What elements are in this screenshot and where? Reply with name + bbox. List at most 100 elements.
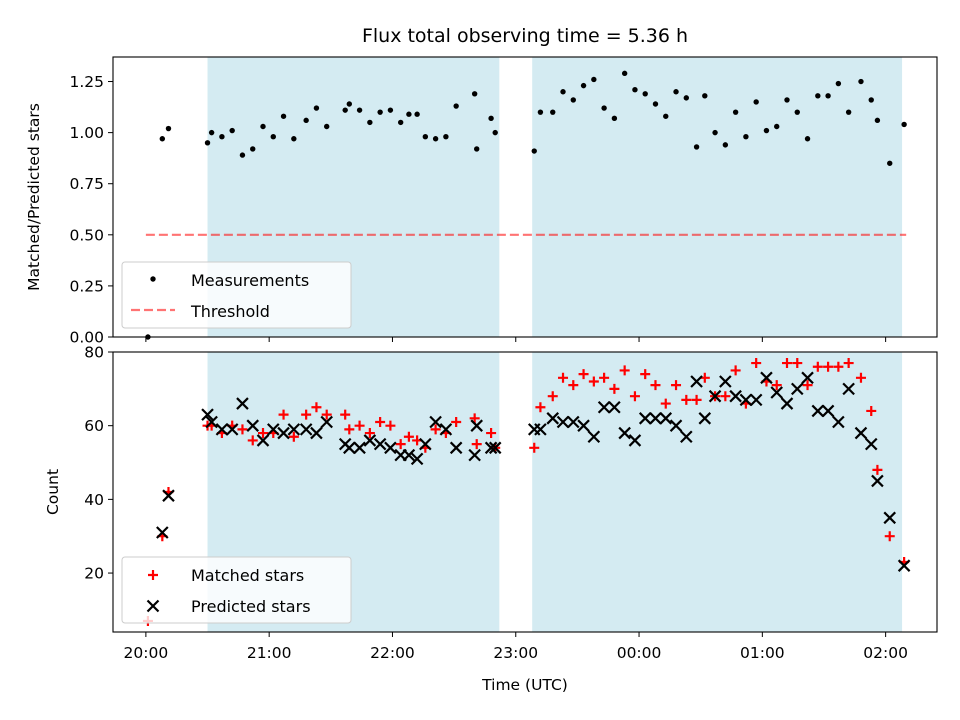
predicted-star-point (384, 441, 397, 455)
predicted-star-point (729, 389, 742, 403)
measurement-point (422, 134, 429, 140)
measurement-point (774, 123, 780, 130)
predicted-star-point (546, 412, 560, 425)
measurement-point (229, 127, 235, 134)
matched-star-point (558, 372, 569, 383)
y-axis-label: Matched/Predicted stars (25, 103, 43, 291)
measurement-point (601, 105, 607, 111)
matched-star-point (681, 394, 692, 405)
measurement-point (591, 76, 597, 83)
y-tick-label: 20 (84, 565, 104, 583)
matched-star-point (751, 358, 762, 369)
y-tick-label: 60 (84, 417, 104, 435)
predicted-star-point (628, 434, 642, 447)
predicted-star-point (468, 448, 481, 462)
predicted-star-point (871, 474, 884, 488)
predicted-star-point (638, 412, 652, 425)
x-axis-label: Time (UTC) (481, 676, 568, 694)
measurement-point (342, 107, 348, 113)
matched-star-point (771, 380, 782, 391)
measurement-point (313, 105, 320, 111)
measurement-point (621, 70, 628, 77)
measurement-point (743, 134, 749, 140)
measurement-point (387, 107, 394, 113)
measurement-point (356, 107, 363, 113)
matched-star-point (469, 413, 480, 424)
measurement-point (732, 109, 739, 115)
matched-star-point (375, 417, 386, 427)
matched-star-point (278, 409, 289, 420)
matched-star-point (258, 428, 269, 439)
measurement-point (642, 91, 648, 97)
matched-star-point (629, 391, 640, 402)
predicted-star-point (236, 397, 249, 410)
measurement-point (663, 113, 669, 119)
matched-star-point (640, 369, 651, 380)
matched-star-point (691, 394, 702, 405)
matched-star-point (288, 431, 299, 442)
measurement-point (815, 93, 821, 99)
predicted-star-point (577, 419, 590, 432)
predicted-star-point (608, 400, 621, 414)
predicted-star-point (821, 404, 835, 418)
predicted-star-point (801, 371, 814, 385)
legend-box (121, 261, 352, 329)
predicted-star-point (267, 423, 280, 436)
predicted-star-point (649, 412, 662, 425)
predicted-star-point (770, 386, 783, 399)
y-tick-label: 40 (84, 491, 104, 509)
measurement-point (763, 127, 770, 134)
measurement-point (804, 136, 811, 142)
predicted-star-point (449, 441, 463, 455)
measurement-point (367, 119, 373, 126)
matched-star-point (471, 439, 482, 450)
matched-star-point (451, 417, 462, 427)
predicted-star-point (162, 489, 175, 502)
matched-star-point (340, 409, 351, 420)
predicted-star-point (760, 371, 773, 385)
matched-star-point (430, 424, 441, 435)
x-tick-label: 00:00 (617, 644, 662, 662)
predicted-star-point (246, 419, 260, 432)
predicted-star-point (832, 415, 845, 429)
measurement-point (324, 123, 330, 130)
predicted-star-point (618, 426, 631, 440)
matched-star-point (650, 380, 661, 391)
matched-star-point (321, 409, 332, 420)
matched-star-point (395, 439, 406, 450)
legend-label: Measurements (191, 271, 309, 290)
matched-star-point (599, 372, 610, 383)
predicted-star-point (299, 423, 313, 436)
legend-marker-predicted (146, 599, 160, 613)
matched-star-point (486, 428, 497, 439)
legend-label: Threshold (190, 302, 270, 321)
y-axis-label: Count (44, 469, 62, 515)
matched-star-point (720, 391, 731, 402)
predicted-star-point (205, 415, 218, 429)
x-tick-label: 21:00 (247, 644, 292, 662)
measurement-point (204, 140, 211, 146)
ratio-panel: 0.00 0.25 0.50 0.75 1.00 1.25 Matched/Predicte… (25, 56, 938, 347)
measurement-point (346, 101, 353, 107)
measurement-point (712, 129, 718, 136)
predicted-star-point (484, 441, 498, 455)
y-tick-label: 0.50 (69, 226, 104, 244)
matched-star-point (403, 431, 414, 442)
legend-marker-measurements (150, 276, 156, 282)
matched-star-point (671, 380, 682, 391)
predicted-star-point (659, 412, 673, 425)
matched-star-point (823, 361, 834, 372)
matched-star-point (855, 372, 866, 383)
measurement-point (303, 117, 309, 124)
matched-star-point (833, 361, 844, 372)
measurement-point (270, 134, 276, 140)
predicted-star-point (225, 423, 239, 436)
matched-star-point (872, 464, 883, 475)
predicted-star-point (277, 426, 290, 440)
x-tick-label: 01:00 (740, 644, 785, 662)
matched-star-point (781, 358, 792, 369)
predicted-star-point (790, 382, 804, 396)
predicted-star-point (597, 400, 611, 414)
matched-star-point (843, 358, 854, 369)
matched-star-point (568, 380, 579, 391)
